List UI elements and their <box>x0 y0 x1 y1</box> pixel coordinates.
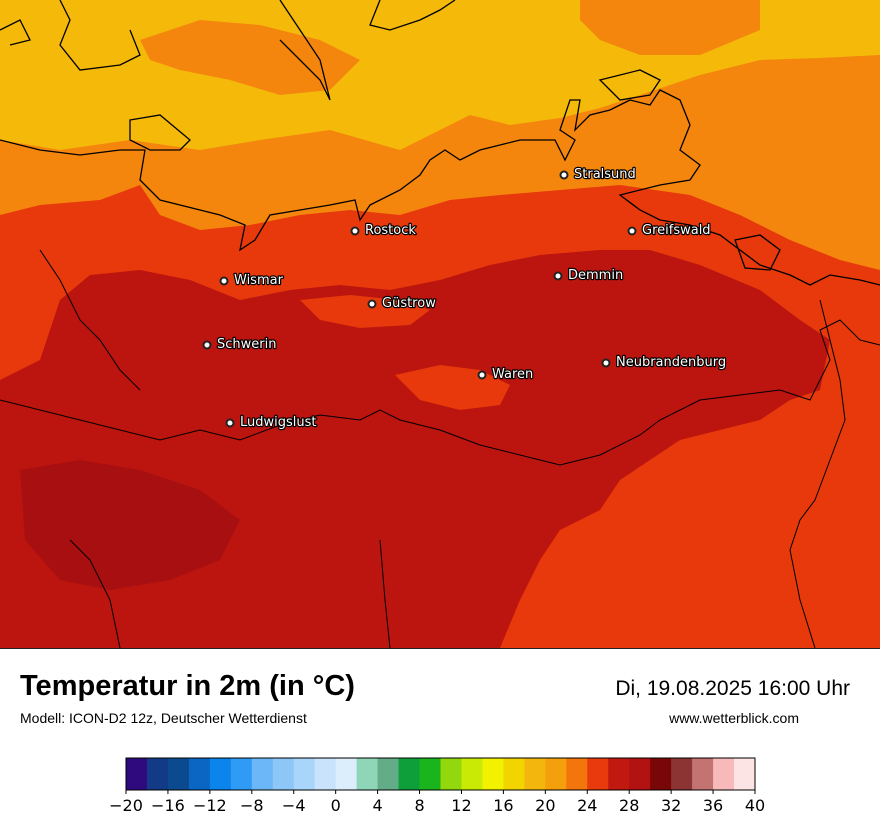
colorbar-segment <box>566 758 588 790</box>
colorbar-segment <box>734 758 756 790</box>
city-label-schwerin: Schwerin <box>217 337 276 352</box>
city-label-wismar: Wismar <box>234 273 284 288</box>
model-info: Modell: ICON-D2 12z, Deutscher Wetterdie… <box>20 710 307 726</box>
colorbar-legend: −20 −16 −12 −8 −4 0 4 8 12 16 20 24 28 32 36 40 <box>0 755 880 830</box>
colorbar-tick-label: 36 <box>703 796 723 815</box>
city-dot-waren <box>477 370 487 380</box>
city-dot-güstrow <box>367 299 377 309</box>
coastlines <box>0 0 880 286</box>
colorbar-tick-label: 16 <box>493 796 513 815</box>
colorbar-tick-label: 20 <box>535 796 555 815</box>
colorbar-tick-label: 40 <box>745 796 765 815</box>
colorbar-segment <box>188 758 211 790</box>
colorbar-segment <box>335 758 358 790</box>
colorbar-tick-label: 28 <box>619 796 639 815</box>
map-svg: Stralsund Rostock Greifswald Wismar Demmin Gü… <box>0 0 880 648</box>
colorbar-segment <box>629 758 651 790</box>
colorbar-tick-label: 24 <box>577 796 597 815</box>
colorbar-segment <box>650 758 672 790</box>
colorbar-tick-label: 0 <box>331 796 341 815</box>
colorbar-tick-label: −4 <box>282 796 306 815</box>
colorbar-segment <box>587 758 609 790</box>
colorbar-segment <box>209 758 232 790</box>
colorbar-segment <box>272 758 295 790</box>
colorbar-segment <box>440 758 462 790</box>
colorbar-segment <box>293 758 316 790</box>
zone-warm-southeast <box>560 420 880 648</box>
city-label-demmin: Demmin <box>568 268 623 283</box>
city-dot-greifswald <box>627 226 637 236</box>
city-dot-ludwigslust <box>225 418 235 428</box>
temperature-map: Stralsund Rostock Greifswald Wismar Demmin Gü… <box>0 0 880 649</box>
city-label-stralsund: Stralsund <box>574 167 636 182</box>
colorbar-segment <box>314 758 337 790</box>
colorbar-segment <box>461 758 483 790</box>
colorbar-segment <box>608 758 630 790</box>
colorbar-segment <box>545 758 567 790</box>
colorbar-segment <box>398 758 421 790</box>
city-dot-wismar <box>219 276 229 286</box>
city-dot-demmin <box>553 271 563 281</box>
colorbar-segment <box>356 758 379 790</box>
colorbar-segment <box>671 758 693 790</box>
colorbar-tick-label: −20 <box>109 796 143 815</box>
zone-warm-patch-1 <box>300 295 430 328</box>
colorbar-tick-label: 8 <box>414 796 424 815</box>
colorbar-tick-label: 4 <box>373 796 383 815</box>
map-title: Temperatur in 2m (in °C) <box>20 670 355 702</box>
state-borders <box>0 249 880 648</box>
city-dot-neubrandenburg <box>601 358 611 368</box>
colorbar-tick-label: −12 <box>193 796 227 815</box>
city-label-güstrow: Güstrow <box>382 296 436 311</box>
colorbar-segment <box>146 758 169 790</box>
colorbar-tick-label: −16 <box>151 796 185 815</box>
colorbar-segment <box>713 758 735 790</box>
city-dot-schwerin <box>202 340 212 350</box>
colorbar-segment <box>126 758 148 790</box>
forecast-datetime: Di, 19.08.2025 16:00 Uhr <box>615 677 850 700</box>
colorbar-segment <box>419 758 441 790</box>
colorbar-segment <box>377 758 400 790</box>
city-label-waren: Waren <box>492 367 533 382</box>
colorbar-segment <box>251 758 274 790</box>
city-label-rostock: Rostock <box>365 223 416 238</box>
colorbar-svg: −20 −16 −12 −8 −4 0 4 8 12 16 20 24 28 32 36 40 <box>109 757 765 815</box>
colorbar-tick-label: −8 <box>240 796 264 815</box>
colorbar-frame <box>125 757 756 791</box>
zone-mid-northeast <box>580 0 760 55</box>
city-dot-rostock <box>350 226 360 236</box>
city-label-ludwigslust: Ludwigslust <box>240 415 317 430</box>
city-dot-stralsund <box>559 170 569 180</box>
colorbar-segment <box>482 758 504 790</box>
colorbar-segment <box>503 758 525 790</box>
city-label-neubrandenburg: Neubrandenburg <box>616 355 726 370</box>
zone-hottest <box>20 460 240 590</box>
colorbar-segment <box>230 758 253 790</box>
city-label-greifswald: Greifswald <box>642 223 711 238</box>
zone-mid-north <box>140 20 360 95</box>
colorbar-segment <box>167 758 190 790</box>
website-link[interactable]: www.wetterblick.com <box>669 710 799 726</box>
colorbar-tick-label: 32 <box>661 796 681 815</box>
city-markers: Stralsund Rostock Greifswald Wismar Demmin Gü… <box>202 166 727 431</box>
colorbar-tick-label: 12 <box>451 796 471 815</box>
colorbar-segment <box>692 758 714 790</box>
colorbar-segment <box>524 758 546 790</box>
